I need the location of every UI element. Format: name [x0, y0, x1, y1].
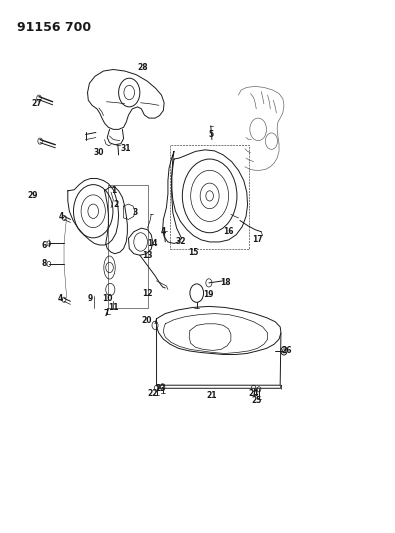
Text: 25: 25	[251, 396, 261, 405]
Text: 17: 17	[252, 236, 263, 245]
Text: 27: 27	[31, 99, 41, 108]
Text: 1: 1	[111, 186, 117, 195]
Text: 15: 15	[188, 248, 198, 257]
Text: 20: 20	[141, 316, 152, 325]
Text: 2: 2	[113, 199, 118, 208]
Text: 32: 32	[175, 237, 186, 246]
Text: 18: 18	[221, 278, 231, 287]
Text: 11: 11	[108, 303, 118, 312]
Text: 22: 22	[147, 389, 158, 398]
Text: 91156 700: 91156 700	[17, 21, 92, 34]
Text: 14: 14	[147, 239, 158, 248]
Text: 21: 21	[207, 391, 217, 400]
Text: 31: 31	[120, 144, 131, 154]
Text: 12: 12	[142, 288, 153, 297]
Text: 24: 24	[248, 389, 259, 398]
Text: 29: 29	[27, 191, 38, 200]
Text: 23: 23	[155, 384, 166, 393]
Text: 26: 26	[281, 346, 292, 356]
Text: 10: 10	[102, 294, 113, 303]
Text: 16: 16	[223, 227, 234, 236]
Text: 19: 19	[203, 290, 213, 299]
Text: 4: 4	[58, 212, 64, 221]
Text: 4: 4	[58, 294, 63, 303]
Text: 3: 3	[132, 208, 137, 217]
Text: 8: 8	[41, 260, 47, 269]
Text: 28: 28	[137, 63, 148, 72]
Text: 13: 13	[142, 251, 153, 260]
Text: 4: 4	[161, 227, 166, 236]
Text: 6: 6	[41, 240, 47, 249]
Text: 30: 30	[94, 148, 104, 157]
Text: 9: 9	[88, 294, 93, 303]
Text: 7: 7	[104, 309, 109, 318]
Text: 5: 5	[208, 130, 213, 139]
